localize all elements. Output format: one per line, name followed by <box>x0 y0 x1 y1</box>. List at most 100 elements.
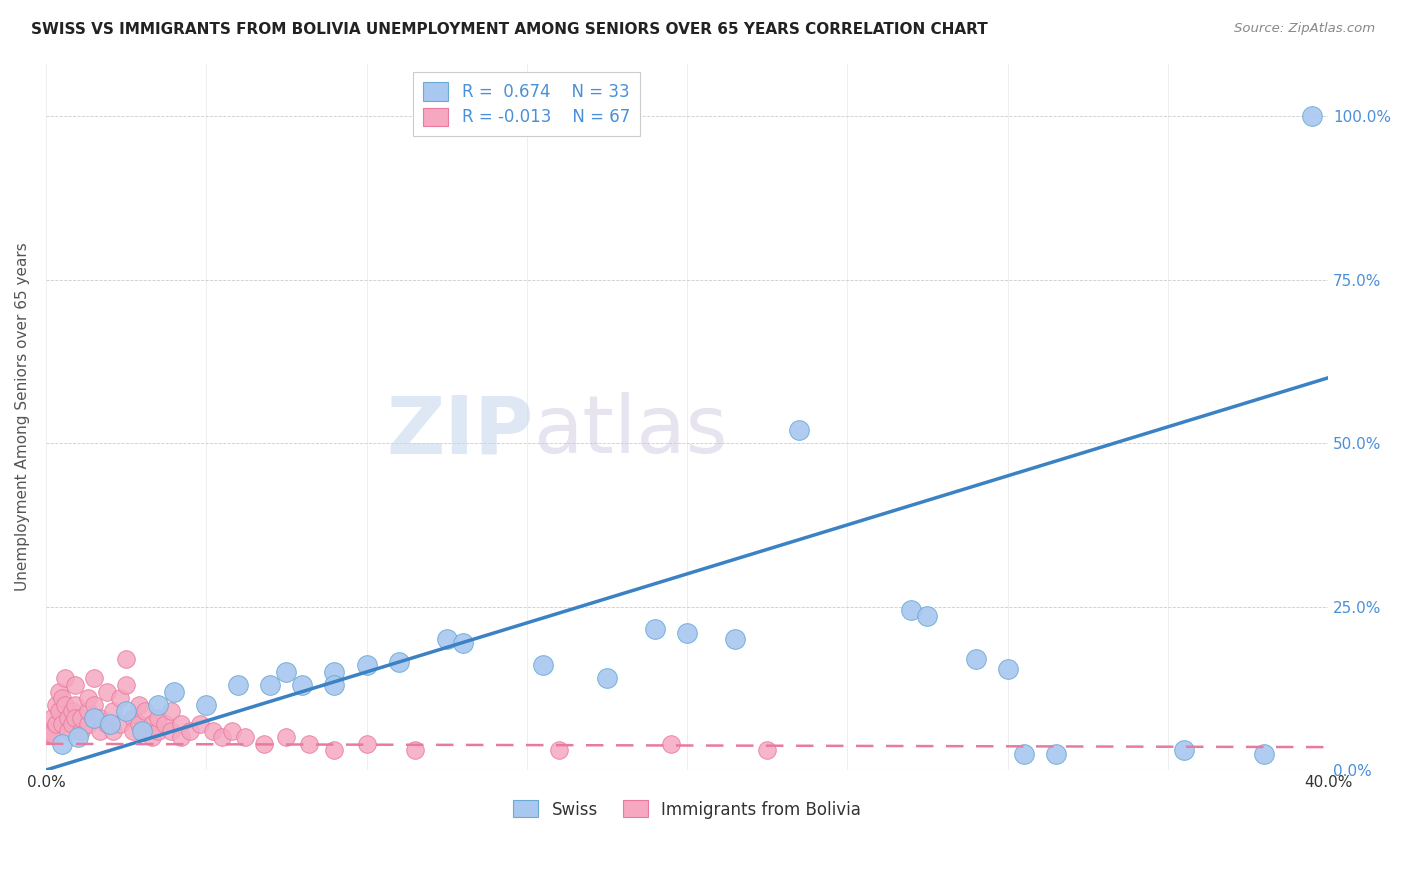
Text: Source: ZipAtlas.com: Source: ZipAtlas.com <box>1234 22 1375 36</box>
Point <box>146 698 169 712</box>
Point <box>169 717 191 731</box>
Point <box>756 743 779 757</box>
Point <box>436 632 458 647</box>
Point <box>787 423 810 437</box>
Point <box>58 723 80 738</box>
Point <box>63 678 86 692</box>
Point <box>115 678 138 692</box>
Point <box>195 698 218 712</box>
Point <box>76 717 98 731</box>
Legend: Swiss, Immigrants from Bolivia: Swiss, Immigrants from Bolivia <box>506 794 868 825</box>
Point <box>70 723 93 738</box>
Point <box>160 704 183 718</box>
Point <box>35 727 58 741</box>
Point <box>1173 743 1195 757</box>
Point <box>115 704 138 718</box>
Point <box>83 672 105 686</box>
Point <box>163 684 186 698</box>
Point <box>146 711 169 725</box>
Point <box>226 678 249 692</box>
Point <box>404 743 426 757</box>
Point <box>211 731 233 745</box>
Point <box>724 632 747 647</box>
Point <box>134 723 156 738</box>
Point <box>98 717 121 731</box>
Point <box>45 698 67 712</box>
Point <box>51 737 73 751</box>
Point <box>917 609 939 624</box>
Point <box>253 737 276 751</box>
Point <box>45 717 67 731</box>
Point <box>659 737 682 751</box>
Point <box>89 711 111 725</box>
Point <box>76 691 98 706</box>
Point <box>115 652 138 666</box>
Point <box>38 723 60 738</box>
Point <box>233 731 256 745</box>
Point <box>276 731 298 745</box>
Point <box>323 665 346 679</box>
Point <box>676 625 699 640</box>
Point <box>63 698 86 712</box>
Point <box>51 691 73 706</box>
Point <box>58 711 80 725</box>
Point <box>89 723 111 738</box>
Text: atlas: atlas <box>533 392 727 470</box>
Y-axis label: Unemployment Among Seniors over 65 years: Unemployment Among Seniors over 65 years <box>15 243 30 591</box>
Point <box>108 717 131 731</box>
Point <box>291 678 314 692</box>
Point <box>965 652 987 666</box>
Point <box>179 723 201 738</box>
Point <box>997 662 1019 676</box>
Point <box>103 723 125 738</box>
Point <box>644 623 666 637</box>
Point <box>900 603 922 617</box>
Point <box>146 723 169 738</box>
Point <box>83 698 105 712</box>
Point <box>1301 109 1323 123</box>
Point <box>259 678 281 692</box>
Point <box>51 717 73 731</box>
Point <box>60 704 83 718</box>
Point <box>141 731 163 745</box>
Point <box>188 717 211 731</box>
Text: SWISS VS IMMIGRANTS FROM BOLIVIA UNEMPLOYMENT AMONG SENIORS OVER 65 YEARS CORREL: SWISS VS IMMIGRANTS FROM BOLIVIA UNEMPLO… <box>31 22 987 37</box>
Point <box>160 723 183 738</box>
Point <box>70 711 93 725</box>
Point <box>41 711 63 725</box>
Point <box>201 723 224 738</box>
Point <box>53 672 76 686</box>
Point <box>53 698 76 712</box>
Point <box>298 737 321 751</box>
Point <box>121 711 143 725</box>
Point <box>1012 747 1035 761</box>
Point <box>48 684 70 698</box>
Point <box>276 665 298 679</box>
Point <box>1045 747 1067 761</box>
Point <box>131 723 153 738</box>
Point <box>1253 747 1275 761</box>
Point <box>96 684 118 698</box>
Point <box>121 723 143 738</box>
Point <box>41 727 63 741</box>
Point <box>108 691 131 706</box>
Point <box>63 711 86 725</box>
Point <box>356 658 378 673</box>
Point <box>48 704 70 718</box>
Point <box>531 658 554 673</box>
Point <box>323 743 346 757</box>
Point <box>356 737 378 751</box>
Point <box>323 678 346 692</box>
Point <box>221 723 243 738</box>
Point <box>128 698 150 712</box>
Point <box>387 655 409 669</box>
Point <box>96 717 118 731</box>
Point <box>76 704 98 718</box>
Point <box>128 717 150 731</box>
Point <box>141 717 163 731</box>
Point <box>66 731 89 745</box>
Point <box>596 672 619 686</box>
Point <box>547 743 569 757</box>
Point <box>169 731 191 745</box>
Text: ZIP: ZIP <box>385 392 533 470</box>
